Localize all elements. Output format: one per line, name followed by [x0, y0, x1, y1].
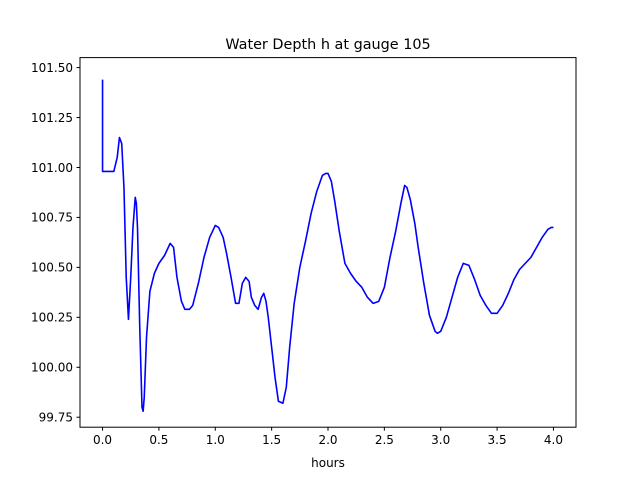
x-tick-label: 2.5: [375, 433, 394, 447]
chart-title: Water Depth h at gauge 105: [225, 37, 430, 53]
y-tick-label: 99.75: [39, 411, 73, 425]
y-tick-label: 100.00: [31, 361, 73, 375]
y-tick-label: 101.50: [31, 61, 73, 75]
plot-area: [101, 79, 554, 413]
x-tick-label: 3.5: [488, 433, 507, 447]
y-tick-label: 101.25: [31, 111, 73, 125]
y-tick-label: 100.25: [31, 311, 73, 325]
x-tick-label: 1.5: [262, 433, 281, 447]
x-tick-label: 3.0: [431, 433, 450, 447]
x-tick-label: 4.0: [544, 433, 563, 447]
x-axis-label: hours: [311, 456, 345, 470]
y-axis-ticks: 99.75 100.00 100.25 100.50 100.75 101.00 101.2…: [31, 61, 80, 425]
x-axis-ticks: 0.0 0.5 1.0 1.5 2.0 2.5 3.0 3.5 4.0: [93, 427, 563, 447]
y-tick-label: 100.50: [31, 261, 73, 275]
y-tick-label: 100.75: [31, 211, 73, 225]
y-tick-label: 101.00: [31, 161, 73, 175]
x-tick-label: 1.0: [206, 433, 225, 447]
x-tick-label: 2.0: [318, 433, 337, 447]
axes-frame: [79, 57, 577, 428]
x-tick-label: 0.5: [149, 433, 168, 447]
x-tick-label: 0.0: [93, 433, 112, 447]
series-line-1: [101, 79, 554, 413]
